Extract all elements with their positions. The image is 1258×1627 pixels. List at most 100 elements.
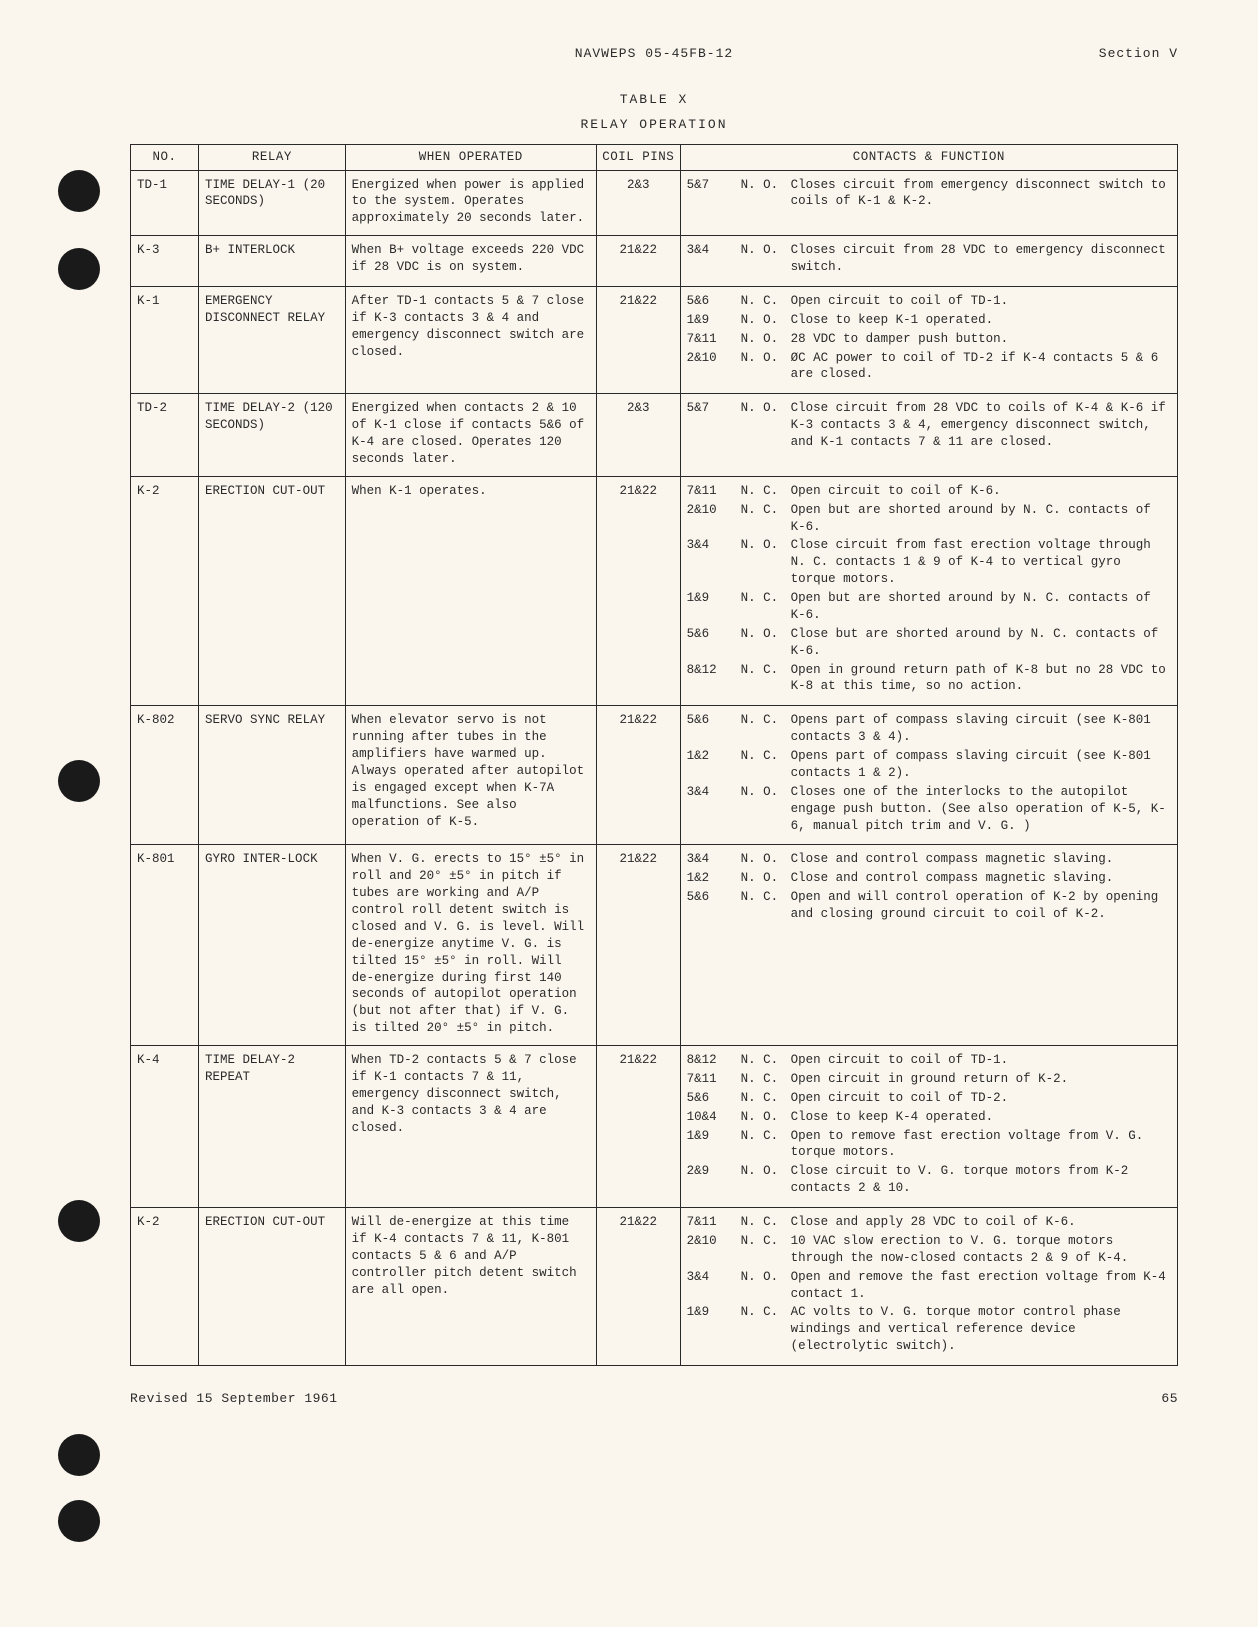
contact-pins: 1&2 <box>687 870 741 887</box>
contact-pins: 8&12 <box>687 662 741 696</box>
contact-type: N. O. <box>741 851 791 868</box>
table-title: RELAY OPERATION <box>130 116 1178 134</box>
cell-no: K-2 <box>131 1208 199 1366</box>
contact-pins: 3&4 <box>687 242 741 276</box>
table-row: K-3B+ INTERLOCKWhen B+ voltage exceeds 2… <box>131 236 1178 287</box>
table-body: TD-1TIME DELAY-1 (20 SECONDS)Energized w… <box>131 170 1178 1366</box>
contact-description: Close but are shorted around by N. C. co… <box>791 626 1171 660</box>
contact-type: N. C. <box>741 483 791 500</box>
cell-relay: ERECTION CUT-OUT <box>199 476 346 706</box>
cell-no: K-1 <box>131 286 199 393</box>
contact-line: 3&4N. O.Closes one of the interlocks to … <box>687 784 1171 835</box>
table-header-row: NO. RELAY WHEN OPERATED COIL PINS CONTAC… <box>131 144 1178 170</box>
contact-description: Open and remove the fast erection voltag… <box>791 1269 1171 1303</box>
contact-type: N. O. <box>741 784 791 835</box>
contact-type: N. O. <box>741 242 791 276</box>
footer: Revised 15 September 1961 65 <box>130 1390 1178 1408</box>
contact-type: N. C. <box>741 502 791 536</box>
contact-line: 5&7N. O.Close circuit from 28 VDC to coi… <box>687 400 1171 451</box>
contact-description: Closes circuit from emergency disconnect… <box>791 177 1171 211</box>
contact-line: 8&12N. C.Open circuit to coil of TD-1. <box>687 1052 1171 1069</box>
contact-description: Closes one of the interlocks to the auto… <box>791 784 1171 835</box>
table-row: K-802SERVO SYNC RELAYWhen elevator servo… <box>131 706 1178 845</box>
table-row: K-801GYRO INTER-LOCKWhen V. G. erects to… <box>131 845 1178 1046</box>
cell-no: TD-2 <box>131 394 199 477</box>
cell-contacts: 7&11N. C.Close and apply 28 VDC to coil … <box>680 1208 1177 1366</box>
contact-description: Open circuit to coil of TD-1. <box>791 293 1171 310</box>
cell-coil-pins: 21&22 <box>596 236 680 287</box>
cell-contacts: 5&6N. C.Open circuit to coil of TD-1. 1&9… <box>680 286 1177 393</box>
contact-description: Open circuit to coil of TD-1. <box>791 1052 1171 1069</box>
page: NAVWEPS 05-45FB-12 Section V TABLE X REL… <box>0 0 1258 1627</box>
contact-pins: 5&6 <box>687 626 741 660</box>
punch-hole <box>58 1200 100 1242</box>
cell-no: TD-1 <box>131 170 199 236</box>
contact-description: Close circuit to V. G. torque motors fro… <box>791 1163 1171 1197</box>
cell-relay: B+ INTERLOCK <box>199 236 346 287</box>
cell-contacts: 5&7N. O.Close circuit from 28 VDC to coi… <box>680 394 1177 477</box>
contact-description: Open circuit to coil of K-6. <box>791 483 1171 500</box>
cell-coil-pins: 21&22 <box>596 286 680 393</box>
header-when: WHEN OPERATED <box>345 144 596 170</box>
contact-description: Closes circuit from 28 VDC to emergency … <box>791 242 1171 276</box>
contact-line: 7&11N. C.Open circuit to coil of K-6. <box>687 483 1171 500</box>
cell-coil-pins: 21&22 <box>596 1046 680 1208</box>
cell-relay: GYRO INTER-LOCK <box>199 845 346 1046</box>
cell-when-operated: When B+ voltage exceeds 220 VDC if 28 VD… <box>345 236 596 287</box>
cell-contacts: 7&11N. C.Open circuit to coil of K-6.2&1… <box>680 476 1177 706</box>
cell-when-operated: When K-1 operates. <box>345 476 596 706</box>
contact-pins: 5&6 <box>687 293 741 310</box>
contact-description: Open but are shorted around by N. C. con… <box>791 590 1171 624</box>
contact-pins: 1&9 <box>687 1128 741 1162</box>
cell-no: K-3 <box>131 236 199 287</box>
contact-type: N. C. <box>741 662 791 696</box>
contact-type: N. C. <box>741 1214 791 1231</box>
contact-description: Close to keep K-1 operated. <box>791 312 1171 329</box>
cell-no: K-801 <box>131 845 199 1046</box>
revision-date: Revised 15 September 1961 <box>130 1390 338 1408</box>
contact-line: 3&4N. O.Open and remove the fast erectio… <box>687 1269 1171 1303</box>
contact-line: 5&6N. C.Opens part of compass slaving ci… <box>687 712 1171 746</box>
contact-type: N. O. <box>741 1269 791 1303</box>
contact-type: N. O. <box>741 400 791 451</box>
contact-line: 8&12N. C.Open in ground return path of K… <box>687 662 1171 696</box>
contact-type: N. O. <box>741 870 791 887</box>
header-no: NO. <box>131 144 199 170</box>
cell-relay: TIME DELAY-1 (20 SECONDS) <box>199 170 346 236</box>
table-row: K-2ERECTION CUT-OUTWhen K-1 operates.21&… <box>131 476 1178 706</box>
contact-pins: 10&4 <box>687 1109 741 1126</box>
cell-relay: EMERGENCY DISCONNECT RELAY <box>199 286 346 393</box>
contact-line: 7&11N. C.Close and apply 28 VDC to coil … <box>687 1214 1171 1231</box>
contact-pins: 8&12 <box>687 1052 741 1069</box>
punch-hole <box>58 170 100 212</box>
page-number: 65 <box>1161 1390 1178 1408</box>
contact-description: Close circuit from 28 VDC to coils of K-… <box>791 400 1171 451</box>
punch-hole <box>58 1434 100 1476</box>
contact-line: 7&11N. C.Open circuit in ground return o… <box>687 1071 1171 1088</box>
contact-pins: 3&4 <box>687 784 741 835</box>
contact-line: 1&9N. O.Close to keep K-1 operated. <box>687 312 1171 329</box>
contact-line: 5&6N. O.Close but are shorted around by … <box>687 626 1171 660</box>
contact-description: Close and control compass magnetic slavi… <box>791 851 1171 868</box>
contact-line: 1&2N. O.Close and control compass magnet… <box>687 870 1171 887</box>
contact-pins: 5&6 <box>687 889 741 923</box>
table-label: TABLE X <box>130 91 1178 109</box>
contact-type: N. O. <box>741 1163 791 1197</box>
cell-coil-pins: 2&3 <box>596 394 680 477</box>
punch-hole <box>58 1500 100 1542</box>
contact-line: 5&6N. C.Open circuit to coil of TD-1. <box>687 293 1171 310</box>
cell-relay: TIME DELAY-2 REPEAT <box>199 1046 346 1208</box>
contact-pins: 5&7 <box>687 177 741 211</box>
contact-type: N. O. <box>741 350 791 384</box>
contact-pins: 2&10 <box>687 1233 741 1267</box>
contact-type: N. C. <box>741 889 791 923</box>
contact-pins: 7&11 <box>687 1214 741 1231</box>
contact-pins: 5&6 <box>687 712 741 746</box>
contact-pins: 1&2 <box>687 748 741 782</box>
contact-type: N. C. <box>741 748 791 782</box>
cell-when-operated: When TD-2 contacts 5 & 7 close if K-1 co… <box>345 1046 596 1208</box>
relay-operation-table: NO. RELAY WHEN OPERATED COIL PINS CONTAC… <box>130 144 1178 1366</box>
contact-type: N. C. <box>741 1128 791 1162</box>
contact-type: N. C. <box>741 1052 791 1069</box>
contact-line: 5&7N. O.Closes circuit from emergency di… <box>687 177 1171 211</box>
